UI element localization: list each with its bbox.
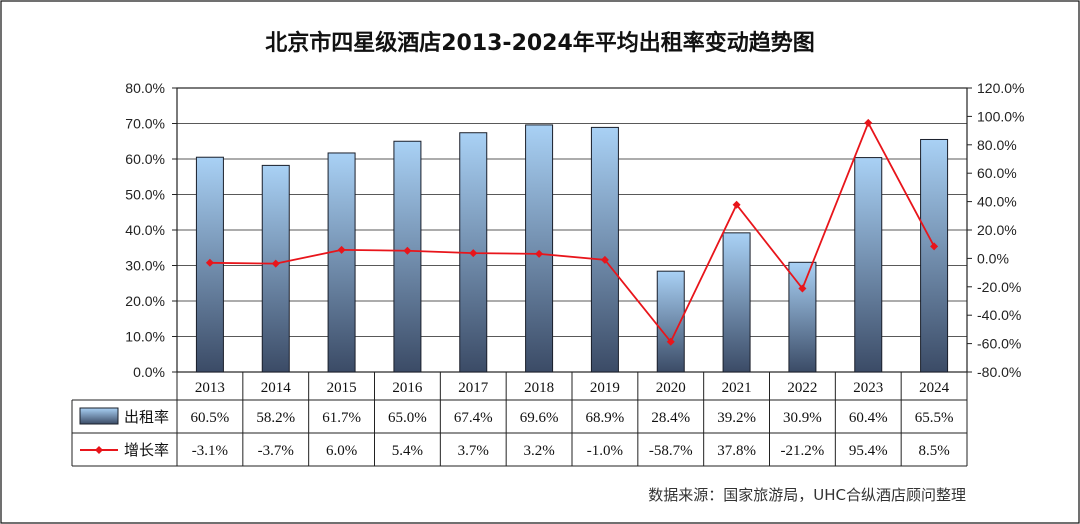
left-axis-tick-label: 80.0% — [125, 80, 165, 96]
occupancy-cell-2016: 65.0% — [388, 410, 427, 426]
growth-cell-2024: 8.5% — [918, 443, 949, 459]
right-axis-tick-label: -80.0% — [977, 364, 1021, 380]
right-axis-tick-label: 20.0% — [977, 222, 1017, 238]
growth-cell-2018: 3.2% — [523, 443, 554, 459]
right-axis-tick-label: 80.0% — [977, 137, 1017, 153]
right-axis-tick-label: 0.0% — [977, 250, 1009, 266]
growth-cell-2019: -1.0% — [587, 443, 623, 459]
growth-cell-2020: -58.7% — [649, 443, 693, 459]
left-axis-tick-label: 10.0% — [125, 329, 165, 345]
bar-2014 — [261, 164, 290, 373]
bar-2019 — [590, 126, 619, 373]
legend-key-occupancy — [79, 407, 119, 425]
x-tick-label-2013: 2013 — [195, 380, 225, 396]
occupancy-cell-2013: 60.5% — [191, 410, 230, 426]
bar-2021 — [722, 232, 751, 373]
bar-2023 — [854, 157, 883, 373]
bar-2016 — [393, 140, 422, 373]
growth-point-2024 — [930, 242, 939, 251]
growth-cell-2015: 6.0% — [326, 443, 357, 459]
right-axis-tick-label: -40.0% — [977, 307, 1021, 323]
x-tick-label-2016: 2016 — [392, 380, 423, 396]
x-tick-label-2024: 2024 — [919, 380, 950, 396]
x-tick-label-2021: 2021 — [722, 380, 752, 396]
x-tick-label-2022: 2022 — [787, 380, 817, 396]
occupancy-cell-2024: 65.5% — [915, 410, 954, 426]
growth-rate-line — [209, 120, 935, 344]
growth-point-2022 — [798, 284, 807, 293]
growth-cell-2017: 3.7% — [458, 443, 489, 459]
left-axis-tick-label: 60.0% — [125, 151, 165, 167]
x-tick-label-2014: 2014 — [261, 380, 292, 396]
bar-2018 — [525, 124, 554, 373]
right-axis-tick-label: 40.0% — [977, 194, 1017, 210]
legend-label-growth: 增长率 — [124, 441, 169, 459]
growth-cell-2022: -21.2% — [781, 443, 825, 459]
left-axis-tick-label: 0.0% — [133, 364, 165, 380]
bar-2024 — [920, 138, 949, 373]
left-axis-tick-label: 20.0% — [125, 293, 165, 309]
source-note: 数据来源：国家旅游局，UHC合纵酒店顾问整理 — [648, 486, 966, 504]
chart-title: 北京市四星级酒店2013-2024年平均出租率变动趋势图 — [265, 30, 815, 56]
occupancy-cell-2022: 30.9% — [783, 410, 822, 426]
occupancy-cell-2014: 58.2% — [256, 410, 295, 426]
x-tick-label-2017: 2017 — [458, 380, 489, 396]
growth-point-2023 — [864, 118, 873, 127]
left-axis-tick-label: 40.0% — [125, 222, 165, 238]
x-tick-label-2020: 2020 — [656, 380, 686, 396]
left-axis-tick-label: 50.0% — [125, 187, 165, 203]
right-axis-tick-label: 120.0% — [977, 80, 1024, 96]
growth-point-2013 — [205, 258, 214, 267]
growth-cell-2021: 37.8% — [717, 443, 756, 459]
growth-point-2014 — [271, 259, 280, 268]
x-tick-label-2018: 2018 — [524, 380, 554, 396]
growth-cell-2016: 5.4% — [392, 443, 423, 459]
occupancy-cell-2019: 68.9% — [586, 410, 625, 426]
growth-cell-2023: 95.4% — [849, 443, 888, 459]
occupancy-cell-2023: 60.4% — [849, 410, 888, 426]
bar-2022 — [788, 261, 817, 373]
legend-key-growth-marker — [95, 446, 103, 454]
growth-point-2021 — [732, 200, 741, 209]
growth-point-2015 — [337, 245, 346, 254]
right-axis-tick-label: -60.0% — [977, 336, 1021, 352]
legend-label-occupancy: 出租率 — [124, 408, 169, 426]
left-axis-tick-label: 30.0% — [125, 258, 165, 274]
growth-point-2017 — [469, 249, 478, 258]
x-tick-label-2019: 2019 — [590, 380, 620, 396]
occupancy-cell-2018: 69.6% — [520, 410, 559, 426]
right-axis-tick-label: 60.0% — [977, 165, 1017, 181]
growth-cell-2013: -3.1% — [192, 443, 228, 459]
left-axis-tick-label: 70.0% — [125, 116, 165, 132]
bar-2015 — [327, 152, 356, 373]
occupancy-cell-2021: 39.2% — [717, 410, 756, 426]
bar-2013 — [195, 156, 224, 373]
occupancy-cell-2015: 61.7% — [322, 410, 361, 426]
growth-point-2020 — [666, 337, 675, 346]
occupancy-cell-2017: 67.4% — [454, 410, 493, 426]
growth-point-2019 — [600, 255, 609, 264]
growth-point-2018 — [535, 249, 544, 258]
growth-point-2016 — [403, 246, 412, 255]
x-tick-label-2023: 2023 — [853, 380, 883, 396]
occupancy-cell-2020: 28.4% — [651, 410, 690, 426]
right-axis-tick-label: 100.0% — [977, 108, 1024, 124]
x-tick-label-2015: 2015 — [327, 380, 357, 396]
right-axis-tick-label: -20.0% — [977, 279, 1021, 295]
growth-cell-2014: -3.7% — [258, 443, 294, 459]
